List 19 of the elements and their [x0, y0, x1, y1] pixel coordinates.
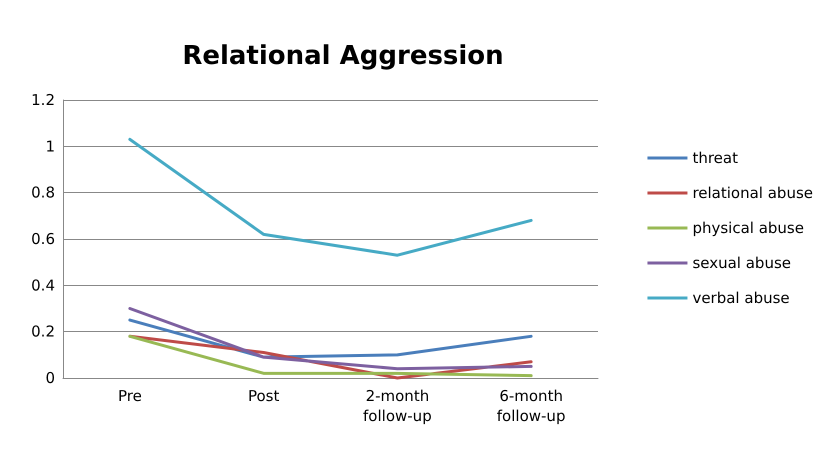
legend-label: physical abuse: [692, 219, 804, 237]
line-series: [128, 307, 533, 370]
legend-label: threat: [692, 149, 738, 167]
y-tick-label: 0.6: [31, 230, 55, 248]
y-tick-label: 1.2: [31, 91, 55, 109]
y-tick-label: 1: [45, 137, 55, 156]
x-tick-label: 6-month follow-up: [496, 387, 566, 425]
y-tick-label: 0.8: [31, 184, 55, 202]
legend-label: sexual abuse: [692, 254, 792, 272]
chart-title: Relational Aggression: [182, 41, 504, 71]
x-tick-label: Pre: [118, 387, 142, 405]
legend-label: verbal abuse: [692, 289, 790, 307]
y-tick-label: 0: [45, 369, 55, 387]
x-tick-label: 2-month follow-up: [363, 387, 432, 425]
x-tick-label: Post: [248, 387, 280, 405]
legend-label: relational abuse: [692, 184, 814, 202]
line-series: [128, 138, 533, 257]
y-tick-label: 0.2: [31, 322, 55, 341]
y-tick-label: 0.4: [31, 276, 55, 294]
